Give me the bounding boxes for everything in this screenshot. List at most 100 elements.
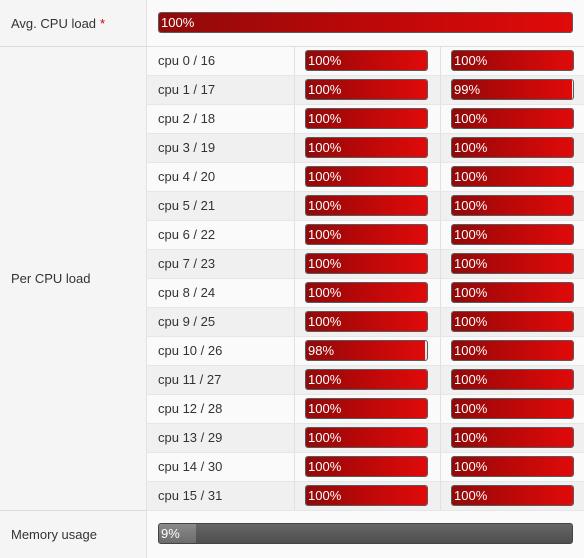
cpu-row: cpu 1 / 17 100% 99% bbox=[147, 76, 584, 105]
cpu-load-progress-bar: 100% bbox=[305, 50, 428, 71]
cpu-row: cpu 12 / 28 100% 100% bbox=[147, 395, 584, 424]
avg-cpu-load-label-text: Avg. CPU load bbox=[11, 15, 97, 31]
cpu-load-progress-bar: 100% bbox=[451, 485, 574, 506]
cpu-load-progress-bar: 100% bbox=[305, 427, 428, 448]
cpu-row: cpu 15 / 31 100% 100% bbox=[147, 482, 584, 511]
cpu-load-progress-fill bbox=[306, 254, 427, 273]
cpu-load-value: 100% bbox=[308, 256, 342, 271]
cpu-load-progress-fill bbox=[306, 399, 427, 418]
column-divider bbox=[294, 308, 295, 336]
per-cpu-load-label-cell: Per CPU load bbox=[0, 47, 147, 510]
column-divider bbox=[294, 453, 295, 481]
cpu-load-progress-fill bbox=[452, 196, 573, 215]
cpu-load-progress-fill bbox=[452, 51, 573, 70]
column-divider bbox=[440, 453, 441, 481]
cpu-row: cpu 8 / 24 100% 100% bbox=[147, 279, 584, 308]
cpu-load-value: 98% bbox=[308, 343, 335, 358]
cpu-row: cpu 2 / 18 100% 100% bbox=[147, 105, 584, 134]
cpu-load-progress-fill bbox=[306, 428, 427, 447]
cpu-load-value: 100% bbox=[308, 169, 342, 184]
cpu-load-progress-bar: 100% bbox=[451, 166, 574, 187]
column-divider bbox=[440, 337, 441, 365]
column-divider bbox=[294, 337, 295, 365]
column-divider bbox=[294, 395, 295, 423]
cpu-name: cpu 6 / 22 bbox=[158, 227, 216, 242]
column-divider bbox=[440, 134, 441, 162]
cpu-load-progress-bar: 100% bbox=[451, 195, 574, 216]
memory-usage-label-cell: Memory usage bbox=[0, 511, 147, 558]
cpu-load-progress-fill bbox=[452, 138, 573, 157]
cpu-load-progress-bar: 100% bbox=[451, 224, 574, 245]
avg-cpu-load-label: Avg. CPU load * bbox=[11, 0, 105, 46]
column-divider bbox=[440, 105, 441, 133]
column-divider bbox=[294, 163, 295, 191]
cpu-load-progress-fill bbox=[306, 51, 427, 70]
column-divider bbox=[294, 250, 295, 278]
cpu-name: cpu 8 / 24 bbox=[158, 285, 216, 300]
cpu-row: cpu 4 / 20 100% 100% bbox=[147, 163, 584, 192]
cpu-load-progress-fill bbox=[306, 457, 427, 476]
cpu-load-value: 100% bbox=[308, 285, 342, 300]
cpu-load-progress-bar: 100% bbox=[305, 195, 428, 216]
cpu-load-progress-bar: 98% bbox=[305, 340, 428, 361]
cpu-row: cpu 3 / 19 100% 100% bbox=[147, 134, 584, 163]
memory-usage-label-text: Memory usage bbox=[11, 527, 97, 542]
per-cpu-load-row: Per CPU load cpu 0 / 16 100% 100% cpu 1 / 1… bbox=[0, 47, 584, 511]
cpu-row: cpu 14 / 30 100% 100% bbox=[147, 453, 584, 482]
column-divider bbox=[440, 163, 441, 191]
column-divider bbox=[440, 250, 441, 278]
cpu-load-progress-fill bbox=[452, 109, 573, 128]
column-divider bbox=[294, 424, 295, 452]
cpu-load-progress-fill bbox=[452, 370, 573, 389]
column-divider bbox=[440, 424, 441, 452]
per-cpu-load-label: Per CPU load bbox=[11, 47, 90, 510]
cpu-load-progress-fill bbox=[306, 225, 427, 244]
cpu-load-value: 100% bbox=[308, 401, 342, 416]
cpu-load-value: 100% bbox=[308, 314, 342, 329]
cpu-name: cpu 9 / 25 bbox=[158, 314, 216, 329]
cpu-load-progress-fill bbox=[306, 109, 427, 128]
cpu-load-progress-fill bbox=[452, 283, 573, 302]
cpu-load-progress-bar: 100% bbox=[451, 369, 574, 390]
cpu-load-progress-fill bbox=[306, 283, 427, 302]
cpu-name: cpu 4 / 20 bbox=[158, 169, 216, 184]
cpu-load-value: 100% bbox=[308, 459, 342, 474]
cpu-load-value: 100% bbox=[454, 111, 488, 126]
cpu-load-progress-bar: 100% bbox=[451, 137, 574, 158]
cpu-load-progress-fill bbox=[306, 370, 427, 389]
column-divider bbox=[294, 134, 295, 162]
cpu-load-progress-bar: 100% bbox=[305, 253, 428, 274]
cpu-load-value: 100% bbox=[454, 198, 488, 213]
avg-cpu-load-value: 100% bbox=[161, 15, 195, 30]
cpu-load-progress-fill bbox=[306, 486, 427, 505]
cpu-row: cpu 10 / 26 98% 100% bbox=[147, 337, 584, 366]
cpu-name: cpu 1 / 17 bbox=[158, 82, 216, 97]
cpu-load-progress-fill bbox=[452, 312, 573, 331]
cpu-load-progress-fill bbox=[452, 399, 573, 418]
cpu-load-progress-bar: 100% bbox=[451, 311, 574, 332]
cpu-load-value: 100% bbox=[454, 256, 488, 271]
cpu-load-progress-fill bbox=[306, 341, 425, 360]
cpu-load-value: 100% bbox=[308, 372, 342, 387]
cpu-load-progress-fill bbox=[452, 225, 573, 244]
cpu-name: cpu 14 / 30 bbox=[158, 459, 223, 474]
column-divider bbox=[440, 221, 441, 249]
required-mark: * bbox=[100, 15, 106, 31]
cpu-load-value: 100% bbox=[454, 227, 488, 242]
avg-cpu-load-progress-fill bbox=[159, 13, 572, 32]
column-divider bbox=[294, 105, 295, 133]
cpu-load-progress-bar: 100% bbox=[305, 369, 428, 390]
cpu-load-progress-bar: 100% bbox=[451, 282, 574, 303]
cpu-load-progress-fill bbox=[306, 80, 427, 99]
cpu-load-value: 100% bbox=[454, 140, 488, 155]
per-cpu-load-table: cpu 0 / 16 100% 100% cpu 1 / 17 100% 99% cpu 2… bbox=[147, 47, 584, 511]
cpu-load-value: 100% bbox=[454, 401, 488, 416]
cpu-name: cpu 12 / 28 bbox=[158, 401, 223, 416]
cpu-row: cpu 7 / 23 100% 100% bbox=[147, 250, 584, 279]
cpu-load-progress-fill bbox=[306, 138, 427, 157]
cpu-load-progress-bar: 100% bbox=[451, 108, 574, 129]
cpu-name: cpu 3 / 19 bbox=[158, 140, 216, 155]
cpu-name: cpu 5 / 21 bbox=[158, 198, 216, 213]
column-divider bbox=[440, 76, 441, 104]
cpu-name: cpu 15 / 31 bbox=[158, 488, 223, 503]
